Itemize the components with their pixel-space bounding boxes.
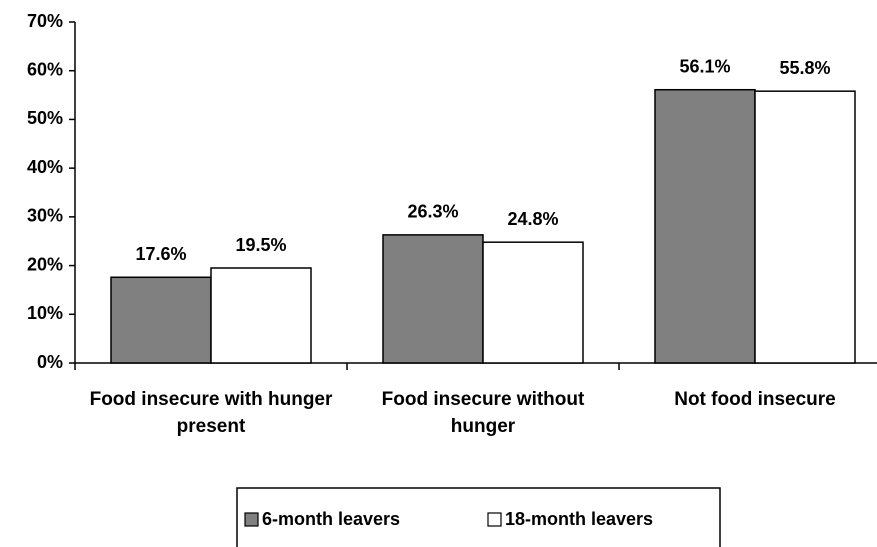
data-label: 26.3% — [407, 202, 458, 222]
data-label: 24.8% — [507, 209, 558, 229]
legend-swatch — [244, 512, 259, 527]
y-tick-label: 40% — [27, 157, 63, 177]
y-tick-label: 20% — [27, 254, 63, 274]
x-tick-label: Food insecure without hunger — [381, 389, 585, 437]
x-tick-label: Not food insecure — [674, 389, 836, 410]
y-tick-label: 30% — [27, 206, 63, 226]
bar — [754, 90, 856, 364]
bar — [482, 241, 584, 364]
y-tick-label: 0% — [37, 352, 63, 372]
legend-label: 18-month leavers — [505, 509, 653, 529]
legend-box — [236, 487, 721, 547]
data-label: 56.1% — [679, 56, 730, 76]
legend-swatch — [487, 512, 502, 527]
y-tick-label: 70% — [27, 11, 63, 31]
y-tick-label: 50% — [27, 108, 63, 128]
legend-label: 6-month leavers — [262, 509, 400, 529]
bar — [110, 276, 212, 364]
x-tick-label: Food insecure with hunger present — [89, 389, 333, 437]
bar — [382, 234, 484, 364]
data-label: 55.8% — [779, 58, 830, 78]
y-tick-label: 60% — [27, 59, 63, 79]
bar — [654, 88, 756, 364]
y-tick-label: 10% — [27, 303, 63, 323]
data-label: 17.6% — [135, 244, 186, 264]
data-label: 19.5% — [235, 235, 286, 255]
bar — [210, 267, 312, 364]
